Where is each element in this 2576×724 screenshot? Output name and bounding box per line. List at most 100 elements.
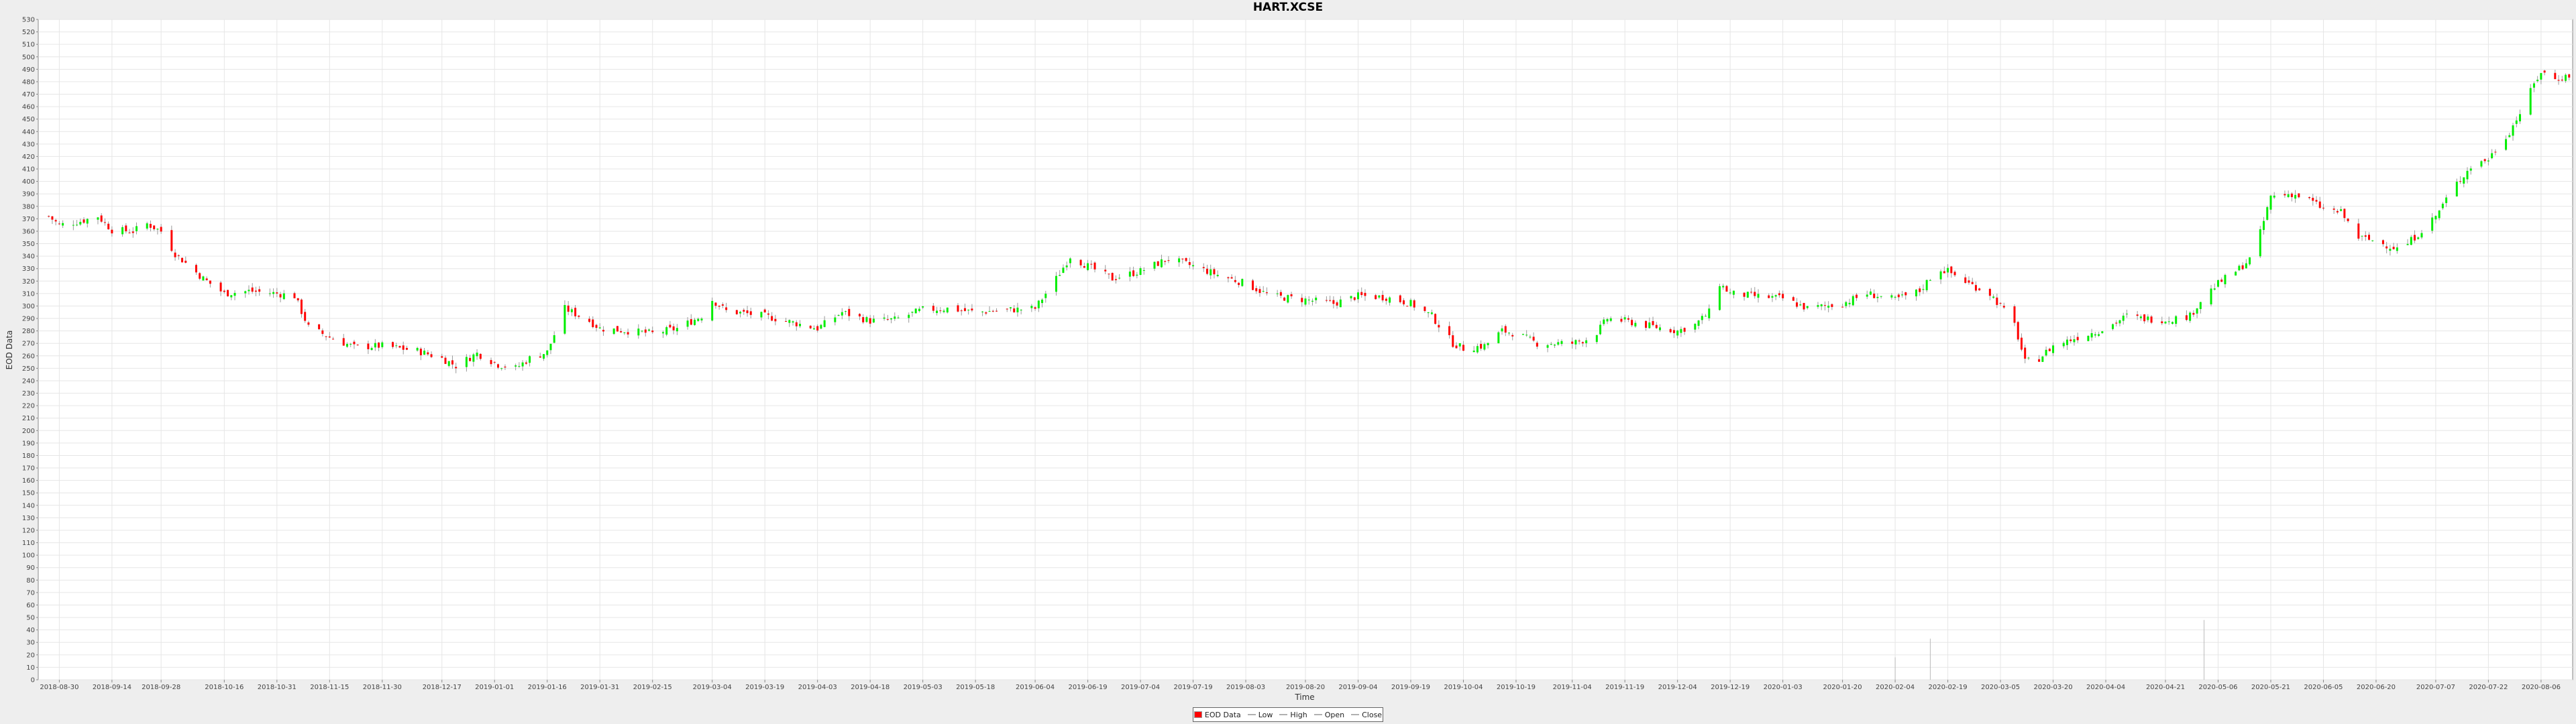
- candle-up: [1623, 317, 1626, 320]
- candle-up: [694, 319, 696, 325]
- candle-up: [908, 314, 910, 318]
- candle-down: [1185, 257, 1187, 261]
- candle-down: [1132, 270, 1135, 276]
- candle-up: [1192, 265, 1195, 267]
- candle-up: [1697, 320, 1700, 326]
- candle-down: [1413, 300, 1415, 308]
- candle-down: [1778, 293, 1780, 296]
- candle-up: [1915, 290, 1917, 297]
- candle-up: [1287, 295, 1289, 303]
- candle-down: [107, 223, 110, 230]
- candle-up: [2052, 345, 2055, 353]
- candle-up: [1732, 290, 1735, 295]
- candle-up: [2210, 288, 2212, 305]
- candle-down: [2298, 193, 2300, 198]
- x-tick-label: 2020-05-21: [2251, 684, 2290, 691]
- candle-up: [1817, 305, 1819, 307]
- candle-down: [592, 319, 594, 328]
- x-tick-label: 2020-02-04: [1876, 684, 1915, 691]
- candle-up: [1606, 318, 1609, 322]
- y-tick-label: 240: [22, 377, 35, 385]
- x-tick-label: 2018-10-16: [205, 684, 244, 691]
- candle-down: [392, 342, 394, 347]
- x-tick-label: 2019-03-19: [745, 684, 784, 691]
- candle-up: [2266, 207, 2269, 220]
- candle-down: [1438, 324, 1440, 328]
- candle-down: [1856, 294, 1858, 298]
- candle-up: [423, 351, 426, 355]
- candle-up: [2065, 339, 2068, 345]
- candle-up: [1030, 306, 1033, 308]
- candle-up: [2463, 177, 2465, 184]
- candle-up: [1729, 292, 1731, 294]
- candle-up: [1820, 304, 1823, 306]
- x-tick-label: 2020-06-05: [2304, 684, 2343, 691]
- candle-down: [2076, 337, 2079, 341]
- candle-down: [1996, 297, 1998, 305]
- candle-down: [367, 343, 370, 349]
- candle-up: [521, 362, 524, 367]
- y-tick-label: 520: [22, 29, 35, 36]
- candle-down: [1353, 297, 1356, 300]
- x-tick-label: 2018-11-15: [310, 684, 349, 691]
- y-tick-label: 300: [22, 303, 35, 310]
- candle-down: [469, 357, 472, 361]
- candle-up: [686, 320, 689, 327]
- x-tick-label: 2019-11-04: [1553, 684, 1592, 691]
- line-swatch-icon: [1279, 714, 1288, 715]
- candle-down: [1571, 341, 1574, 344]
- candle-down: [2347, 219, 2349, 221]
- y-tick-label: 0: [31, 677, 35, 684]
- candle-down: [735, 310, 738, 314]
- candle-down: [1652, 320, 1654, 325]
- candle-down: [1978, 288, 1981, 291]
- candle-down: [1796, 302, 1799, 307]
- x-tick-label: 2020-04-21: [2146, 684, 2185, 691]
- candle-up: [1009, 307, 1012, 309]
- candle-down: [939, 310, 942, 312]
- candle-down: [2070, 339, 2072, 341]
- candle-down: [493, 361, 496, 363]
- candle-up: [1378, 295, 1381, 298]
- line-swatch-icon: [1247, 714, 1256, 715]
- candle-down: [51, 216, 54, 220]
- x-tick-label: 2019-07-19: [1173, 684, 1212, 691]
- candle-down: [1111, 273, 1114, 281]
- x-tick-label: 2019-08-20: [1286, 684, 1325, 691]
- x-tick-label: 2020-06-20: [2357, 684, 2396, 691]
- candle-up: [2505, 139, 2508, 150]
- candle-down: [1381, 294, 1384, 301]
- x-tick-label: 2019-03-04: [693, 684, 732, 691]
- candle-up: [1866, 294, 1868, 297]
- x-tick-label: 2020-04-04: [2086, 684, 2125, 691]
- candle-down: [1620, 318, 1623, 322]
- candle-down: [2013, 306, 2016, 323]
- candle-up: [943, 310, 945, 312]
- candle-down: [496, 364, 499, 368]
- line-swatch-icon: [1351, 714, 1360, 715]
- candle-down: [963, 308, 966, 311]
- candle-down: [297, 298, 299, 301]
- candle-down: [771, 316, 773, 321]
- candle-up: [1497, 332, 1500, 344]
- y-tick-label: 70: [26, 589, 35, 597]
- candle-down: [721, 304, 724, 306]
- y-tick-label: 430: [22, 141, 35, 148]
- candle-up: [272, 292, 275, 294]
- candle-down: [160, 227, 162, 232]
- candle-up: [661, 332, 664, 334]
- candle-up: [1827, 305, 1830, 308]
- candle-down: [578, 315, 580, 317]
- candle-down: [985, 312, 987, 314]
- candle-down: [223, 290, 225, 292]
- candle-up: [2045, 349, 2047, 356]
- candle-down: [153, 225, 156, 229]
- candle-up: [1694, 324, 1697, 330]
- candle-up: [918, 308, 920, 311]
- candle-up: [1880, 296, 1882, 297]
- candle-up: [2224, 275, 2226, 285]
- candle-down: [2312, 198, 2314, 201]
- candle-up: [1599, 324, 1602, 335]
- candle-down: [991, 310, 994, 312]
- candle-down: [2315, 200, 2318, 202]
